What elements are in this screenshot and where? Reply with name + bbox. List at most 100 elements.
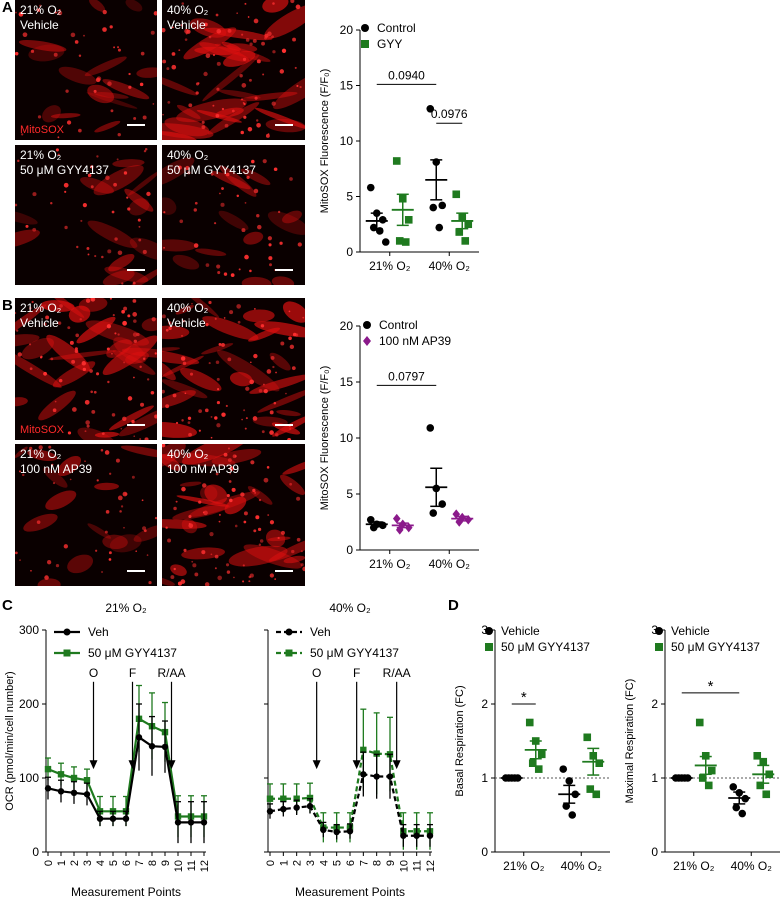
signal-dot (167, 321, 172, 325)
signal-dot (15, 203, 18, 207)
signal-dot (187, 416, 192, 420)
cell-shape (162, 239, 197, 252)
signal-dot (122, 416, 127, 422)
cell-shape (85, 320, 150, 346)
signal-dot (63, 182, 69, 188)
signal-dot (36, 520, 41, 524)
signal-dot (29, 307, 32, 310)
signal-dot (171, 52, 176, 56)
signal-dot (181, 2, 185, 5)
signal-dot (289, 344, 295, 350)
x-tick-label: 5 (108, 860, 120, 866)
y-tick-label: 0 (651, 845, 658, 859)
signal-dot (279, 241, 283, 245)
signal-dot (228, 480, 232, 483)
legend-entry: Control (379, 318, 418, 332)
signal-dot (123, 171, 128, 175)
signal-dot (277, 210, 281, 214)
signal-dot (96, 155, 99, 158)
data-point (485, 643, 493, 651)
cell-shape (262, 0, 289, 13)
signal-dot (173, 567, 176, 571)
significance-label: 0.0940 (388, 68, 425, 82)
legend-entry: Control (377, 21, 416, 35)
data-point (109, 815, 117, 822)
signal-dot (227, 447, 230, 450)
signal-dot (107, 249, 112, 254)
signal-dot (22, 473, 25, 477)
x-tick-label: 2 (69, 860, 81, 866)
signal-dot (139, 82, 144, 87)
signal-dot (292, 37, 296, 42)
signal-dot (245, 386, 250, 391)
plot-area: 0 1 2 3 Basal Respiration (FC) 21% O₂ 40% O₂ * V… (454, 623, 610, 873)
signal-dot (249, 379, 255, 385)
signal-dot (111, 210, 115, 214)
signal-dot (273, 167, 278, 172)
panel-letter-c: C (2, 597, 13, 614)
cell-shape (218, 89, 261, 99)
signal-dot (84, 430, 87, 433)
signal-dot (280, 341, 285, 346)
cell-shape (108, 253, 135, 272)
signal-dot (281, 48, 287, 53)
signal-dot (101, 571, 103, 573)
signal-dot (120, 427, 123, 430)
signal-dot (243, 520, 247, 524)
cell-shape (93, 164, 144, 196)
signal-dot (15, 51, 19, 56)
x-tick-label: 8 (147, 860, 159, 866)
signal-dot (138, 238, 142, 242)
signal-dot (74, 349, 79, 354)
signal-dot (167, 538, 172, 543)
data-point (57, 771, 65, 778)
cell-shape (45, 490, 77, 511)
cell-shape (162, 577, 175, 586)
micrograph-a-21-vehicle: 21% O₂ Vehicle MitoSOX (15, 0, 157, 140)
cell-shape (162, 453, 182, 471)
signal-dot (219, 192, 221, 195)
signal-dot (32, 227, 37, 232)
signal-dot (205, 53, 211, 59)
cell-shape (229, 372, 253, 387)
signal-dot (111, 413, 116, 417)
signal-dot (137, 218, 141, 222)
signal-dot (285, 392, 287, 395)
signal-dot (133, 116, 137, 120)
data-point (528, 759, 537, 767)
scale-bar (127, 124, 145, 126)
cell-shape (129, 237, 157, 261)
data-point (455, 228, 464, 236)
signal-dot (260, 324, 265, 328)
data-point (738, 809, 747, 818)
signal-dot (163, 211, 166, 214)
signal-dot (100, 448, 104, 452)
signal-dot (296, 84, 299, 87)
signal-dot (57, 153, 60, 156)
signal-dot (272, 2, 275, 5)
data-point (485, 627, 493, 635)
cell-shape (178, 298, 220, 318)
cell-shape (162, 390, 196, 409)
signal-dot (177, 165, 182, 170)
signal-dot (117, 46, 120, 49)
signal-dot (242, 580, 245, 583)
y-tick-label: 0 (481, 845, 488, 859)
signal-dot (204, 582, 210, 586)
x-tick-label: 6 (121, 860, 133, 866)
signal-dot (208, 35, 212, 39)
signal-dot (198, 500, 202, 504)
signal-dot (243, 409, 246, 412)
signal-dot (249, 269, 252, 273)
cell-shape (269, 352, 291, 371)
signal-dot (15, 311, 17, 315)
signal-dot (294, 66, 297, 69)
signal-dot (215, 114, 220, 118)
signal-dot (142, 249, 147, 254)
signal-dot (143, 149, 147, 153)
data-point (280, 795, 287, 802)
data-point (369, 523, 378, 532)
signal-dot (216, 61, 221, 66)
data-point (280, 805, 287, 813)
